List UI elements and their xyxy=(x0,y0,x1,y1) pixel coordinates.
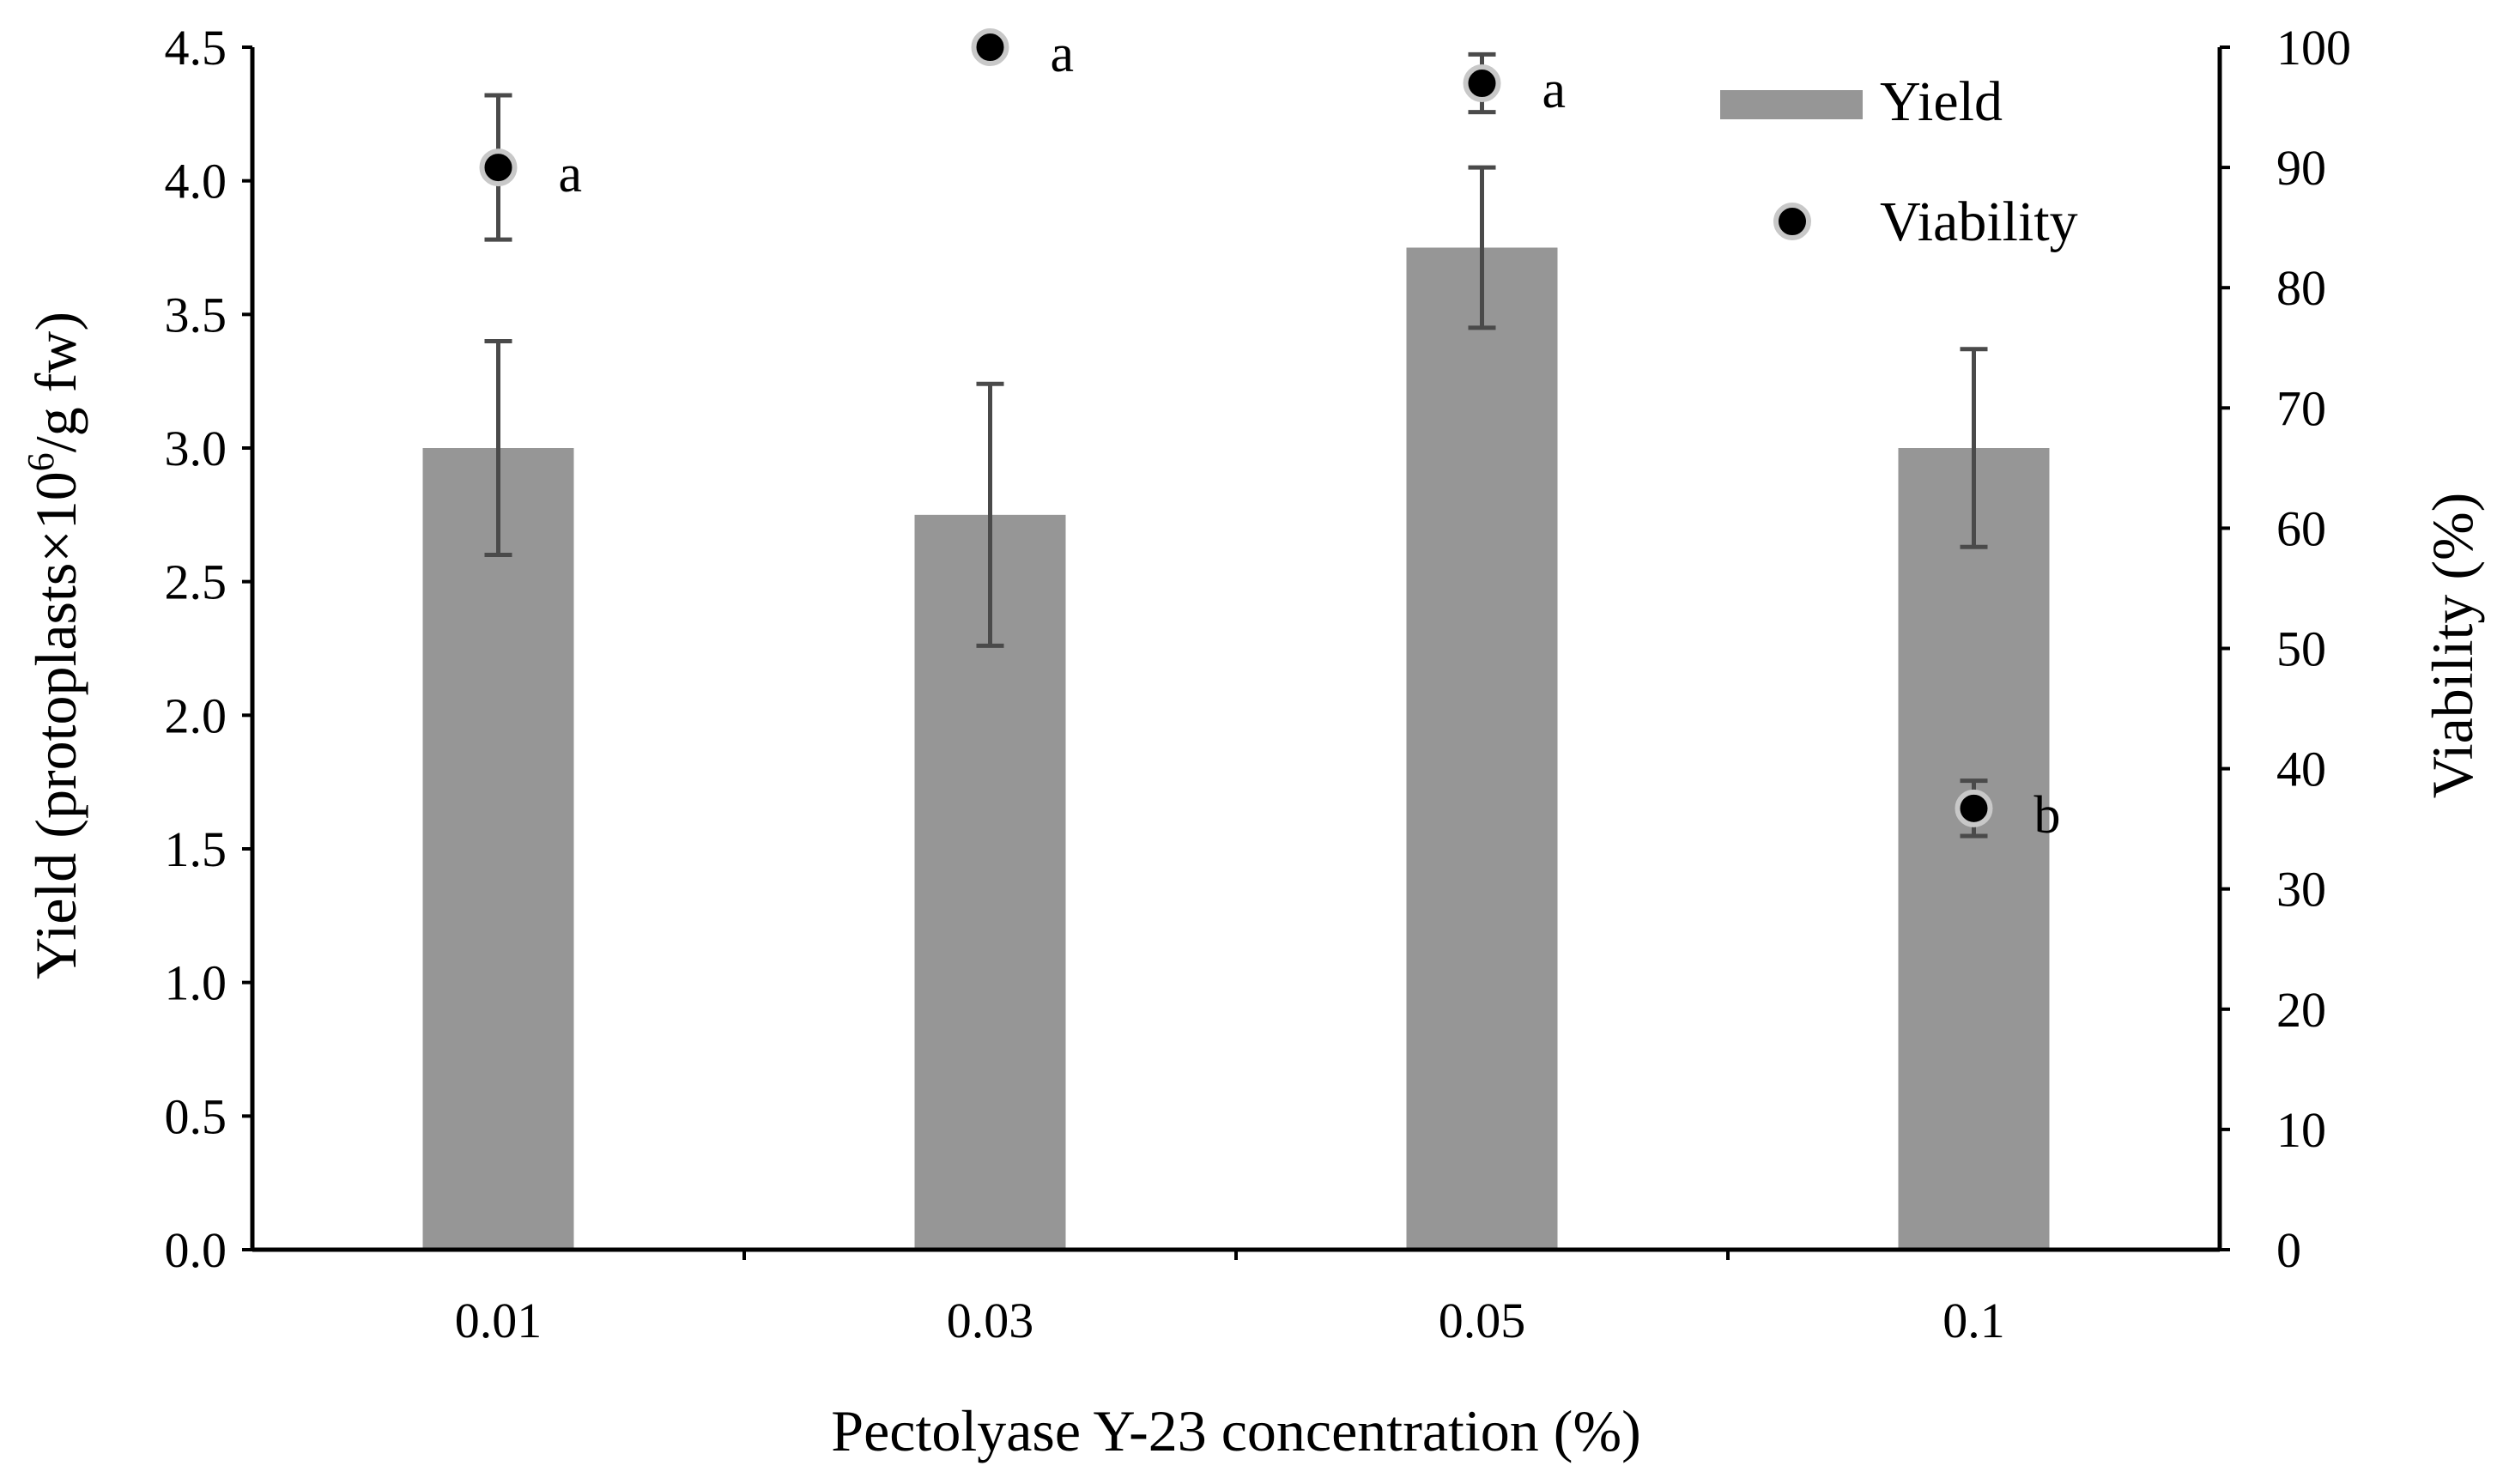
y2-tick-label: 20 xyxy=(2276,982,2326,1038)
bars-layer xyxy=(422,247,2050,1250)
legend-yield-swatch xyxy=(1720,90,1863,119)
y-tick-label: 4.0 xyxy=(165,154,227,209)
y2-tick-label: 90 xyxy=(2276,140,2326,196)
y2-tick-label: 10 xyxy=(2276,1102,2326,1158)
y-tick-label: 1.0 xyxy=(165,955,227,1011)
y2-tick-label: 50 xyxy=(2276,621,2326,677)
yield-bar xyxy=(422,448,574,1250)
y2-tick-label: 60 xyxy=(2276,500,2326,556)
points-layer xyxy=(479,28,1993,827)
significance-label: a xyxy=(559,145,583,203)
legend-viability-label: Viability xyxy=(1880,191,2078,253)
y-tick-label: 3.5 xyxy=(165,287,227,342)
y-axis-title-superscript: 6 xyxy=(20,452,62,471)
y-tick-label: 4.5 xyxy=(165,20,227,76)
y-tick-label: 0.0 xyxy=(165,1222,227,1278)
legend-yield-label: Yield xyxy=(1880,70,2003,133)
y2-tick-label: 80 xyxy=(2276,260,2326,316)
y-axis-title: Yield (protoplasts×106/g fw) xyxy=(20,312,88,979)
y-axis-title-prefix: Yield (protoplasts×10 xyxy=(23,471,88,979)
x-tick-label: 0.03 xyxy=(947,1293,1034,1348)
yield-bar xyxy=(1406,247,1558,1250)
y-tick-label: 2.5 xyxy=(165,554,227,610)
yield-bar xyxy=(1898,448,2050,1250)
y-axis-title-suffix: /g fw) xyxy=(23,312,88,452)
viability-point xyxy=(1955,789,1993,827)
error-bars-layer xyxy=(484,51,1988,839)
y-ticks: 0.0 0.5 1.0 1.5 2.0 2.5 3.0 3.5 4.0 4.5 xyxy=(165,20,252,1278)
legend: Yield Viability xyxy=(1720,70,2078,253)
viability-point xyxy=(479,148,518,187)
y-tick-label: 2.0 xyxy=(165,687,227,743)
axes-layer: 0.0 0.5 1.0 1.5 2.0 2.5 3.0 3.5 4.0 4.5 0 10 20 30 40… xyxy=(165,20,2352,1348)
y-tick-label: 1.5 xyxy=(165,821,227,877)
y2-ticks: 0 10 20 30 40 50 60 70 80 90 100 xyxy=(2220,20,2351,1278)
x-axis-title: Pectolyase Y-23 concentration (%) xyxy=(831,1398,1640,1463)
y-tick-label: 3.0 xyxy=(165,421,227,476)
x-ticks: 0.01 0.03 0.05 0.1 xyxy=(455,1250,2005,1348)
significance-labels-layer: a a a b xyxy=(559,25,2061,845)
y2-axis-title: Viability (%) xyxy=(2420,493,2485,799)
y-tick-label: 0.5 xyxy=(165,1088,227,1144)
x-tick-label: 0.05 xyxy=(1439,1293,1526,1348)
plot-area: a a a b xyxy=(422,25,2061,1250)
x-tick-label: 0.1 xyxy=(1942,1293,2005,1348)
y2-tick-label: 0 xyxy=(2276,1222,2301,1278)
significance-label: a xyxy=(1051,25,1075,83)
significance-label: a xyxy=(1542,61,1567,119)
y2-tick-label: 40 xyxy=(2276,742,2326,797)
y2-tick-label: 30 xyxy=(2276,862,2326,918)
viability-point xyxy=(1463,64,1501,103)
viability-point xyxy=(971,28,1009,66)
significance-label: b xyxy=(2034,786,2061,845)
y2-tick-label: 100 xyxy=(2276,20,2351,76)
legend-viability-marker xyxy=(1773,203,1811,240)
x-tick-label: 0.01 xyxy=(455,1293,542,1348)
y2-tick-label: 70 xyxy=(2276,380,2326,436)
